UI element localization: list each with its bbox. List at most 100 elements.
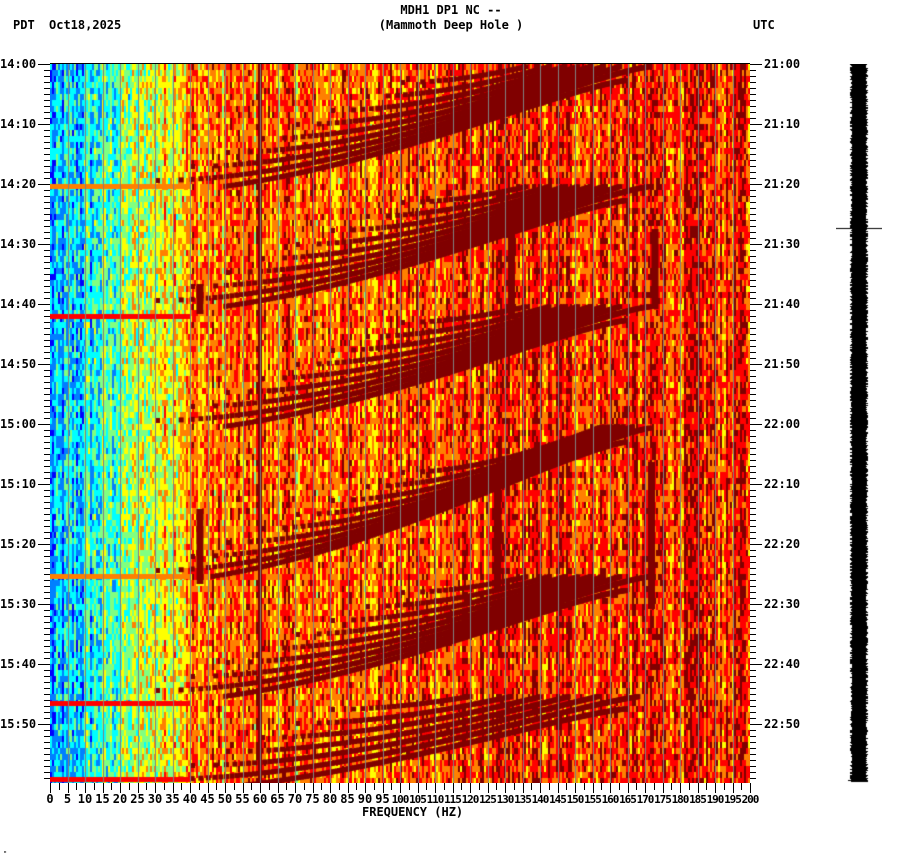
x-tick [243,783,244,793]
seismogram-canvas [836,64,882,784]
x-tick [103,783,104,793]
y-tick-label-left: 15:20 [0,537,37,551]
x-tick [138,783,139,793]
x-tick [593,783,594,793]
y-tick-right [750,592,756,593]
x-tick-label: 170 [636,793,655,806]
y-tick-right [750,664,762,665]
x-tick-label: 60 [252,792,268,806]
x-tick-label: 5 [63,792,72,806]
y-tick-left [44,502,50,503]
y-tick-left [44,280,50,281]
y-tick-right [750,670,756,671]
y-tick-left [44,592,50,593]
y-tick-label-right: 22:10 [764,477,801,491]
x-tick [50,783,51,793]
y-tick-right [750,238,756,239]
y-tick-right [750,256,756,257]
y-tick-right [750,754,756,755]
y-tick-left [44,550,50,551]
x-tick-label: 50 [217,792,233,806]
x-tick [724,783,725,790]
x-tick [383,783,384,793]
x-tick [76,783,77,790]
y-tick-right [750,730,756,731]
y-tick-right [750,520,756,521]
x-tick-label: 80 [322,792,338,806]
y-tick-left [44,118,50,119]
y-tick-label-left: 14:10 [0,117,37,131]
y-tick-label-left: 15:40 [0,657,37,671]
y-tick-left [44,406,50,407]
x-tick [698,783,699,793]
y-tick-left [44,172,50,173]
x-tick-label: 150 [566,793,585,806]
x-tick [348,783,349,793]
y-tick-label-right: 21:20 [764,177,801,191]
x-tick [505,783,506,793]
x-tick-label: 0 [46,792,54,806]
x-tick [120,783,121,793]
y-tick-left [44,166,50,167]
y-tick-right [750,688,756,689]
y-tick-left [44,412,50,413]
x-tick [549,783,550,790]
y-tick-right [750,424,762,425]
y-tick-label-right: 22:40 [764,657,801,671]
y-tick-right [750,286,756,287]
y-tick-right [750,598,756,599]
y-tick-left [44,610,50,611]
y-tick-right [750,268,756,269]
y-tick-left [44,652,50,653]
y-tick-label-right: 21:30 [764,237,801,251]
y-tick-right [750,568,756,569]
y-tick-left [44,70,50,71]
x-tick-label: 35 [165,792,180,806]
y-tick-right [750,166,756,167]
y-tick-left [44,370,50,371]
plot-top-border [50,63,750,64]
x-tick [461,783,462,790]
x-tick [269,783,270,790]
spectrogram-plot [50,64,750,783]
x-tick-label: 135 [514,793,532,806]
x-tick-label: 195 [724,793,742,806]
y-tick-left [44,394,50,395]
y-tick-left [44,352,50,353]
y-tick-left [44,136,50,137]
y-tick-left [44,622,50,623]
y-tick-label-left: 14:50 [0,357,37,371]
y-tick-right [750,466,756,467]
x-tick [164,783,165,790]
x-tick [654,783,655,790]
y-tick-left [44,142,50,143]
x-tick [496,783,497,790]
y-tick-right [750,634,756,635]
x-tick [321,783,322,790]
y-tick-left [38,364,50,365]
y-tick-right [750,94,756,95]
y-tick-right [750,550,756,551]
x-tick [523,783,524,793]
y-tick-left [44,208,50,209]
y-tick-right [750,142,756,143]
y-tick-label-left: 14:40 [0,297,37,311]
x-tick [260,783,261,793]
y-tick-left [44,766,50,767]
y-tick-right [750,226,756,227]
y-tick-left [44,646,50,647]
y-tick-left [44,238,50,239]
y-tick-right [750,304,762,305]
y-tick-right [750,370,756,371]
y-tick-left [44,346,50,347]
x-tick-label: 145 [549,793,567,806]
y-tick-right [750,124,762,125]
x-tick [636,783,637,790]
y-tick-left [44,556,50,557]
y-tick-label-left: 15:50 [0,717,37,731]
x-tick [339,783,340,790]
y-tick-right [750,628,756,629]
x-tick-label: 165 [619,793,637,806]
y-tick-left [38,64,50,65]
x-tick [181,783,182,790]
